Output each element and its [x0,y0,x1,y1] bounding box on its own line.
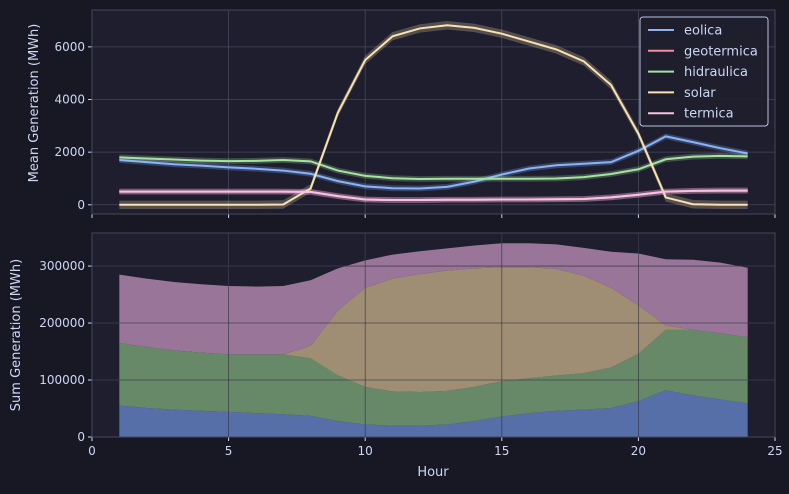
sum-generation-axes: 0 5 10 15 20 25 0 100000 200000 300000 [39,232,783,458]
sum-x-tick-label: 10 [358,444,373,458]
area-hidraulica [119,329,748,426]
legend-label-termica: termica [684,107,734,122]
legend-label-geotermica: geotermica [684,44,758,59]
y-axis-label-mean: Mean Generation (MWh) [27,24,42,183]
sum-x-tick-label: 15 [494,444,509,458]
legend-label-eolica: eolica [684,24,722,39]
sum-x-tick-label: 0 [88,444,96,458]
sum-x-tick-label: 5 [225,444,233,458]
legend: eolica geotermica hidraulica solar termica [639,16,769,127]
mean-y-tick-label: 6000 [54,40,85,54]
sum-y-tick-label: 200000 [39,316,85,330]
sum-frame [91,232,776,438]
sum-y-tick-label: 100000 [39,373,85,387]
x-axis-label: Hour [417,465,449,480]
line-solar [119,24,748,206]
line-hidraulica [119,154,748,180]
mean-y-tick-label: 2000 [54,145,85,159]
band-eolica [119,133,748,192]
sum-x-tick-label: 20 [631,444,646,458]
mean-frame [91,9,776,215]
mean-y-tick-label: 0 [77,198,85,212]
area-termica [119,243,748,355]
line-eolica [119,135,748,190]
legend-box [639,16,769,127]
legend-label-hidraulica: hidraulica [684,65,748,80]
sum-y-tick-label: 0 [77,430,85,444]
line-termica [119,189,748,202]
area-eolica [119,390,748,437]
area-solar [119,267,748,392]
mean-y-tick-label: 4000 [54,92,85,106]
y-axis-label-sum: Sum Generation (MWh) [9,259,24,411]
legend-label-solar: solar [684,86,716,101]
sum-y-tick-label: 300000 [39,259,85,273]
sum-x-tick-label: 25 [767,444,782,458]
